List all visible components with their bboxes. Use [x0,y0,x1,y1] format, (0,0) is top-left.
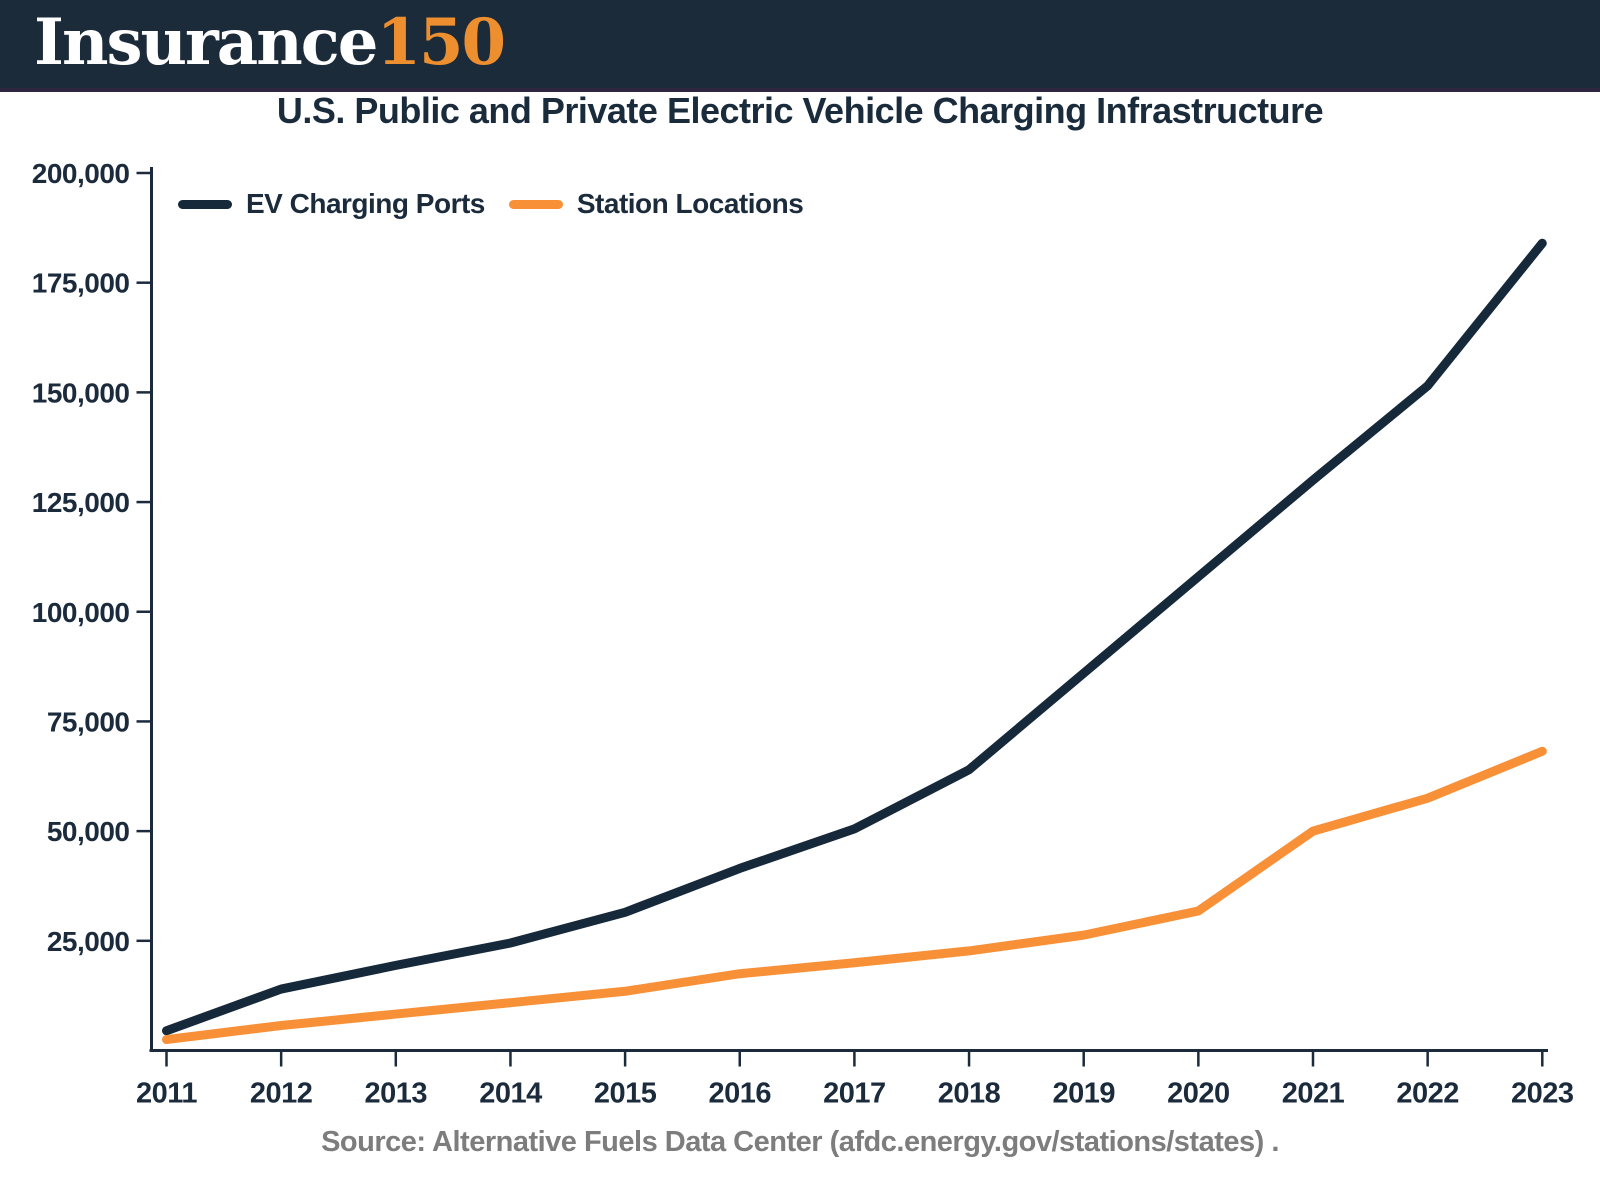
y-tick-label: 150,000 [32,377,130,408]
x-tick-label: 2016 [708,1078,771,1110]
y-tick-label: 25,000 [47,926,130,957]
header-bar: Insurance150 [0,0,1600,92]
y-tick-label: 50,000 [47,816,130,847]
series-line-station-locations [162,746,1547,1045]
x-tick-label: 2020 [1167,1078,1230,1110]
legend-item-station-locations: Station Locations [508,188,804,220]
x-tick-label: 2011 [136,1078,197,1110]
source-note: Source: Alternative Fuels Data Center (a… [321,1126,1279,1158]
logo-text: Insurance [34,5,378,80]
x-tick-label: 2012 [250,1078,313,1110]
insurance150-logo: Insurance150 [34,0,506,88]
y-tick-label: 200,000 [32,158,130,189]
legend-item-ev-charging-ports: EV Charging Ports [178,188,485,220]
x-tick-label: 2017 [823,1078,886,1110]
y-tick-label: 75,000 [47,706,130,737]
x-tick-label: 2023 [1511,1078,1574,1110]
page-title: U.S. Public and Private Electric Vehicle… [276,90,1324,131]
y-tick-label: 100,000 [32,597,130,628]
legend-label: Station Locations [576,188,804,219]
y-tick-label: 175,000 [32,268,130,299]
legend-swatch-navy [178,199,232,209]
x-tick-label: 2015 [594,1078,657,1110]
legend-label: EV Charging Ports [246,188,485,219]
x-tick-label: 2014 [479,1078,542,1110]
x-tick-label: 2018 [938,1078,1001,1110]
x-tick-label: 2021 [1282,1078,1345,1110]
chart-legend: EV Charging Ports Station Locations [178,188,804,220]
x-tick-label: 2013 [365,1078,428,1110]
y-tick-label: 125,000 [32,487,130,518]
x-tick-label: 2019 [1052,1078,1115,1110]
x-tick-label: 2022 [1396,1078,1459,1110]
logo-accent-150: 150 [376,5,506,80]
series-line-ev-charging-ports [162,238,1547,1036]
legend-swatch-orange [508,199,563,209]
